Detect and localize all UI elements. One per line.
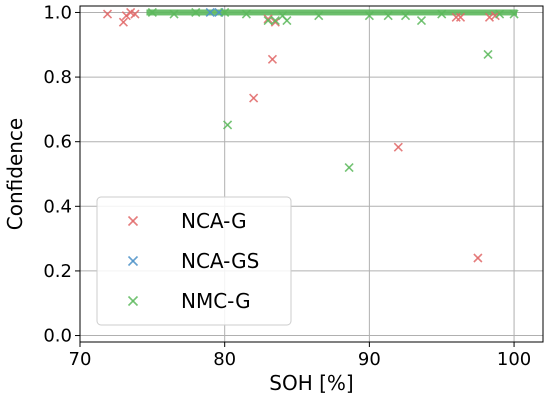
data-point <box>383 11 393 21</box>
axis-ticks: 70 80 90 100 0.0 0.2 0.4 0.6 0.8 1.0 <box>43 2 531 370</box>
y-tick-label: 0.4 <box>43 196 72 217</box>
y-tick-label: 0.0 <box>43 326 72 347</box>
data-point <box>220 7 230 18</box>
data-point <box>191 7 201 18</box>
plot-frame <box>79 5 544 343</box>
data-point <box>267 54 278 64</box>
data-point <box>416 15 427 26</box>
data-point <box>147 7 157 18</box>
data-point <box>314 11 324 21</box>
data-point <box>344 162 354 173</box>
data-point <box>400 11 411 21</box>
data-point <box>282 15 292 26</box>
data-point <box>223 120 233 130</box>
y-tick-label: 0.2 <box>43 261 72 282</box>
data-point <box>509 9 519 19</box>
legend-marker <box>127 295 139 307</box>
data-point <box>483 49 493 60</box>
x-tick-label: 100 <box>497 349 531 370</box>
dense-marker-band <box>146 9 518 16</box>
data-point <box>473 253 483 263</box>
data-point <box>118 17 128 27</box>
y-axis-title: Confidence <box>3 118 27 230</box>
data-point <box>169 9 179 19</box>
data-point <box>205 7 215 18</box>
data-point <box>270 15 280 26</box>
x-tick-label: 80 <box>213 349 236 370</box>
data-point <box>495 9 505 19</box>
data-point <box>241 9 251 19</box>
legend-label: NMC-G <box>181 289 251 313</box>
y-tick-label: 0.8 <box>43 67 72 88</box>
y-tick-label: 0.6 <box>43 132 72 153</box>
legend: NCA-G NCA-GS NMC-G <box>96 196 292 326</box>
x-axis-title: SOH [%] <box>269 371 353 395</box>
data-point <box>437 9 447 19</box>
data-points <box>102 7 519 263</box>
data-point <box>455 12 466 22</box>
x-tick-label: 90 <box>358 349 381 370</box>
data-point <box>130 9 140 19</box>
data-point <box>249 93 259 103</box>
data-point <box>484 12 495 22</box>
legend-label: NCA-G <box>181 209 247 233</box>
legend-box <box>96 196 292 326</box>
legend-marker <box>127 215 139 227</box>
data-point <box>102 9 113 19</box>
dense-band <box>146 9 518 16</box>
data-point <box>263 14 273 24</box>
y-tick-label: 1.0 <box>43 2 72 23</box>
data-point <box>263 15 273 26</box>
data-point <box>364 11 374 21</box>
x-tick-label: 70 <box>69 349 92 370</box>
data-point <box>270 17 280 27</box>
legend-label: NCA-GS <box>181 249 259 273</box>
data-point <box>393 142 403 152</box>
legend-marker <box>127 255 139 267</box>
